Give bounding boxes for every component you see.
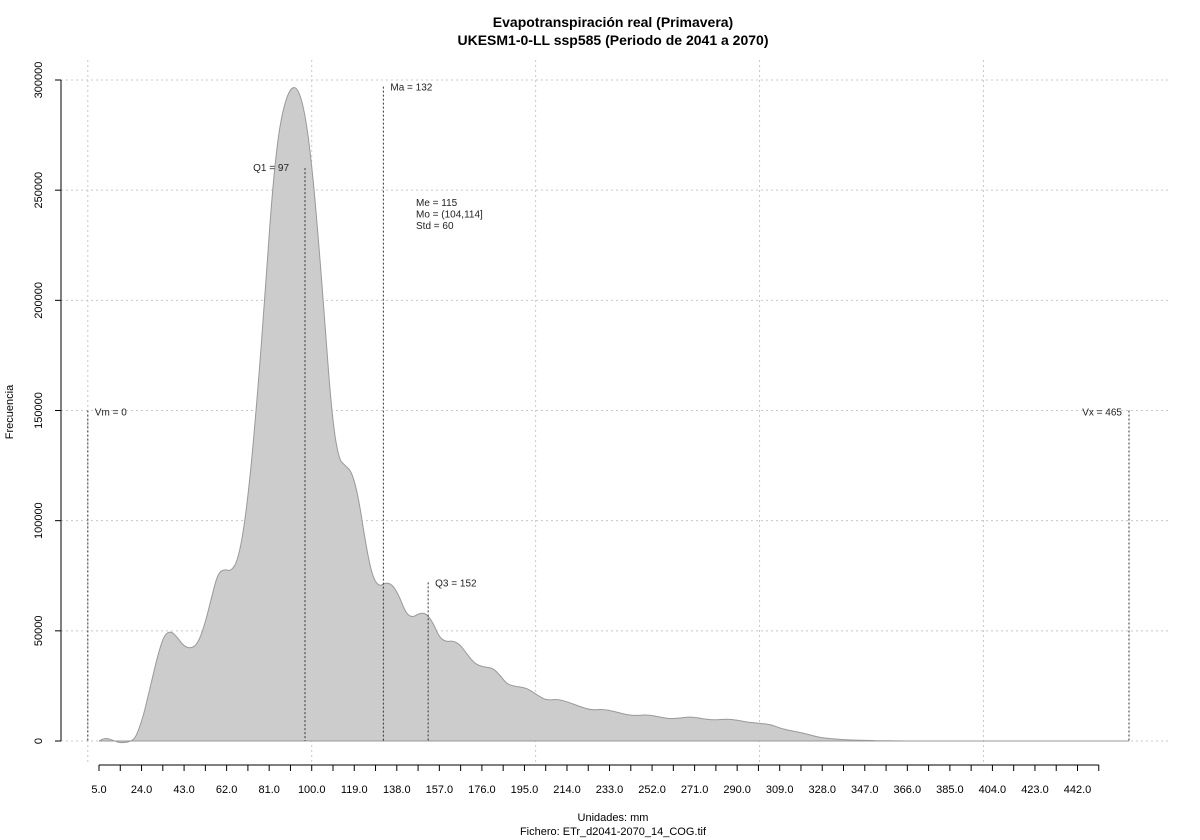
x-tick-label: 214.0 xyxy=(553,784,581,796)
x-tick-label: 404.0 xyxy=(979,784,1007,796)
stats-line: Mo = (104,114] xyxy=(416,210,483,221)
x-tick-label: 138.0 xyxy=(383,784,411,796)
stats-line: Std = 60 xyxy=(416,221,454,232)
x-tick-label: 347.0 xyxy=(851,784,879,796)
marker-label: Vx = 465 xyxy=(1082,408,1122,419)
x-tick-label: 195.0 xyxy=(511,784,539,796)
x-tick-label: 157.0 xyxy=(426,784,454,796)
y-tick-label: 100000 xyxy=(33,502,45,539)
y-axis-title: Frecuencia xyxy=(4,384,16,439)
x-tick-label: 366.0 xyxy=(894,784,922,796)
stats-line: Me = 115 xyxy=(416,198,458,209)
chart-subtitle: UKESM1-0-LL ssp585 (Periodo de 2041 a 20… xyxy=(458,32,769,48)
y-axis: 0 50000 100000 150000 200000 250000 300000 xyxy=(33,62,62,744)
x-tick-label: 252.0 xyxy=(638,784,666,796)
density-area xyxy=(98,87,1129,744)
x-tick-label: 385.0 xyxy=(936,784,964,796)
x-tick-label: 233.0 xyxy=(596,784,624,796)
x-tick-label: 62.0 xyxy=(216,784,237,796)
marker-lines: Vm = 0 Q1 = 97 Ma = 132 Q3 = 152 Vx = 465 xyxy=(87,83,1130,741)
x-tick-label: 100.0 xyxy=(298,784,326,796)
x-axis-title: Unidades: mm xyxy=(578,812,649,824)
x-tick-label: 271.0 xyxy=(681,784,709,796)
y-tick-label: 200000 xyxy=(33,282,45,319)
x-tick-label: 290.0 xyxy=(723,784,751,796)
y-tick-label: 0 xyxy=(33,738,45,744)
marker-label: Ma = 132 xyxy=(390,83,432,94)
marker-label: Q3 = 152 xyxy=(435,578,477,589)
marker-label: Vm = 0 xyxy=(95,408,127,419)
x-axis: 5.0 24.0 43.0 62.0 81.0 100.0 119.0 138.0 157.0 1… xyxy=(91,764,1100,796)
x-tick-label: 24.0 xyxy=(131,784,152,796)
marker-label: Q1 = 97 xyxy=(253,163,289,174)
y-tick-label: 300000 xyxy=(33,62,45,99)
x-tick-label: 81.0 xyxy=(258,784,279,796)
x-tick-label: 43.0 xyxy=(173,784,194,796)
x-tick-label: 176.0 xyxy=(468,784,496,796)
plot-area xyxy=(98,87,1129,744)
file-caption: Fichero: ETr_d2041-2070_14_COG.tif xyxy=(520,826,707,838)
x-tick-label: 5.0 xyxy=(91,784,106,796)
x-tick-label: 423.0 xyxy=(1021,784,1049,796)
y-tick-label: 250000 xyxy=(33,172,45,209)
y-tick-label: 150000 xyxy=(33,392,45,429)
x-tick-label: 119.0 xyxy=(341,784,368,796)
x-tick-label: 328.0 xyxy=(808,784,836,796)
x-tick-label: 309.0 xyxy=(766,784,794,796)
chart-title: Evapotranspiración real (Primavera) xyxy=(493,14,733,30)
y-tick-label: 50000 xyxy=(33,616,45,647)
x-tick-label: 442.0 xyxy=(1064,784,1092,796)
